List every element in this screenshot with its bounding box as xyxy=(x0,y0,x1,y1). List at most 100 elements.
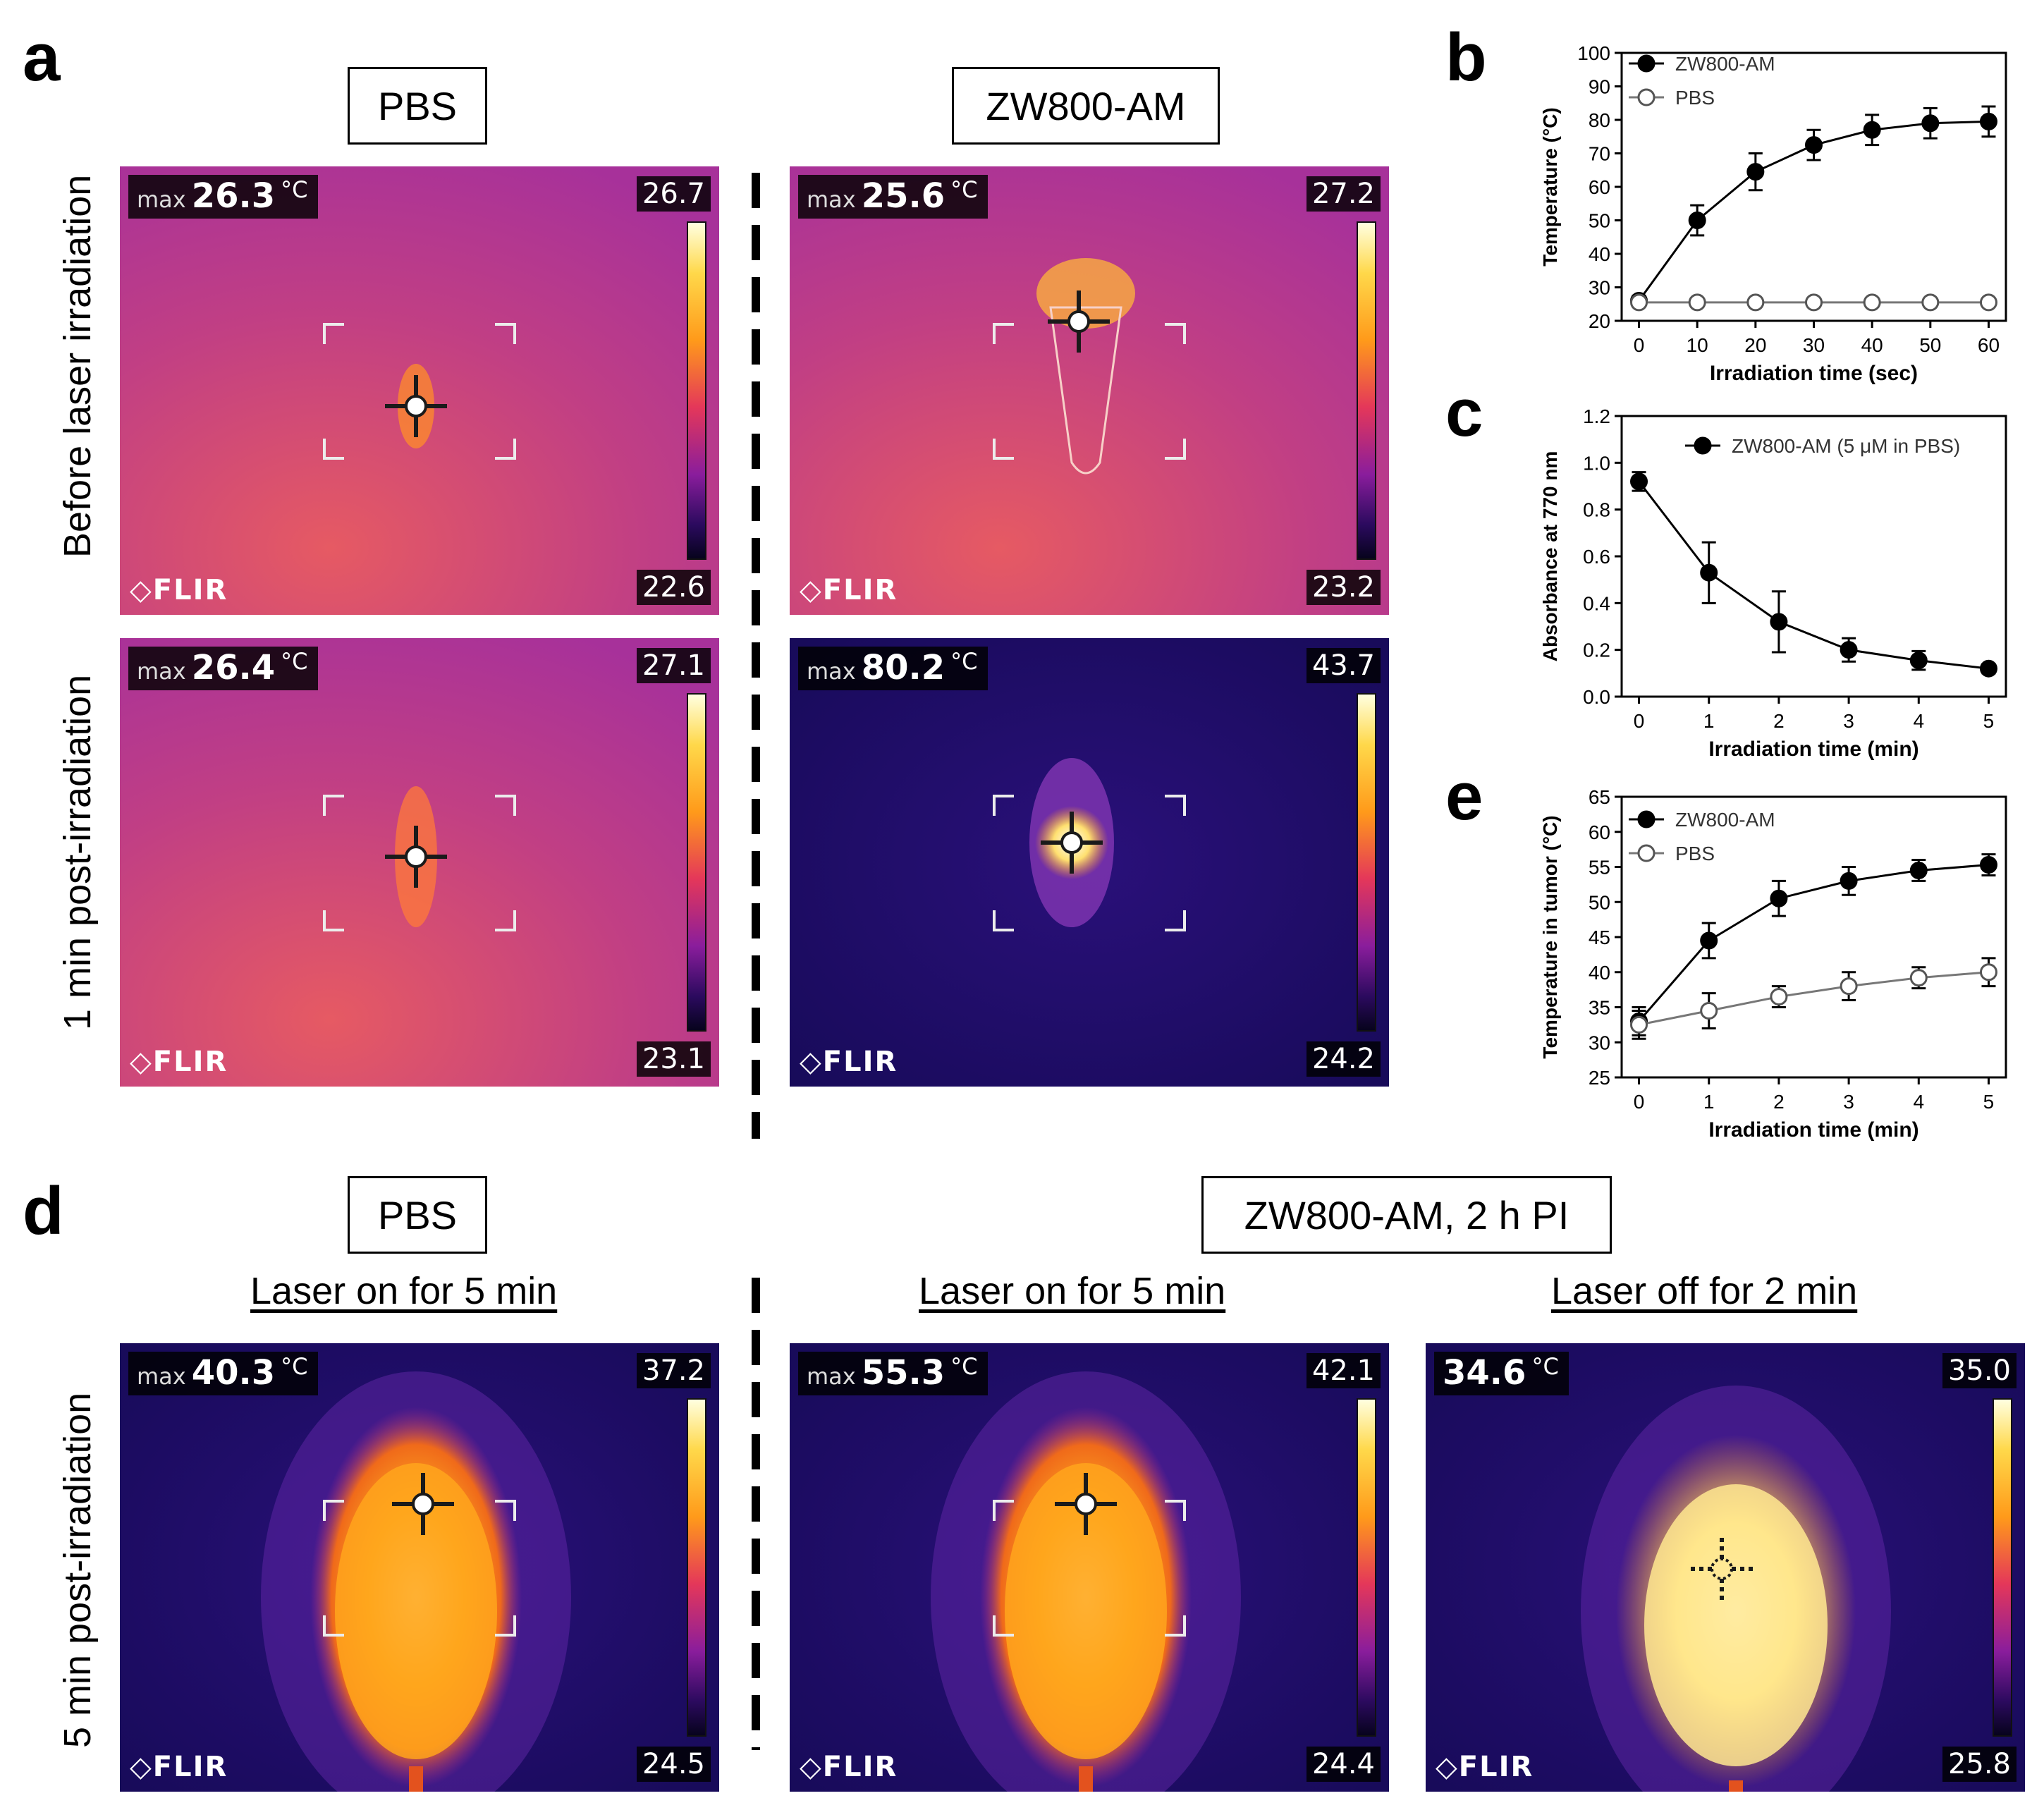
data-point xyxy=(1979,293,1997,312)
plot-frame xyxy=(1620,415,2007,698)
max-label: max xyxy=(807,658,856,685)
series-line xyxy=(1638,864,1989,1022)
max-label: max xyxy=(137,186,186,213)
x-axis-label: Irradiation time (min) xyxy=(1708,738,1918,761)
flir-brand-text: FLIR xyxy=(152,1046,228,1078)
y-tick-label: 1.2 xyxy=(1583,405,1610,427)
unit-label: °C xyxy=(950,1353,978,1380)
max-label: max xyxy=(137,1363,186,1390)
flir-logo: ◇FLIR xyxy=(800,1046,898,1078)
y-tick-label: 70 xyxy=(1589,143,1610,165)
unit-label: °C xyxy=(1531,1353,1559,1380)
y-tick-label: 0.6 xyxy=(1583,546,1610,568)
data-point xyxy=(1770,889,1788,907)
scale-min: 23.1 xyxy=(636,1041,711,1077)
plot-frame xyxy=(1620,795,2007,1079)
flir-diamond-icon: ◇ xyxy=(130,1751,153,1783)
max-value: 25.6 xyxy=(861,176,945,216)
data-point xyxy=(1630,472,1648,491)
colorbar xyxy=(1357,1398,1376,1737)
y-axis-label: Temperature in tumor (°C) xyxy=(1539,815,1561,1058)
scale-max: 42.1 xyxy=(1306,1353,1381,1388)
condition-zw800-d: ZW800-AM, 2 h PI xyxy=(1201,1176,1612,1254)
crosshair-icon xyxy=(385,826,447,888)
data-point xyxy=(1805,136,1823,154)
data-point xyxy=(1840,977,1858,996)
divider-d xyxy=(752,1278,760,1750)
x-tick-label: 60 xyxy=(1978,334,2000,356)
chart-b: 20 30 40 50 60 70 80 90 100 0 10 20 30 40 50 60 Irradiat… xyxy=(1539,42,2007,385)
data-point xyxy=(1909,861,1928,879)
y-tick-label: 35 xyxy=(1589,997,1610,1019)
data-point xyxy=(1688,212,1706,229)
crosshair-icon xyxy=(1041,812,1103,874)
legend-label: ZW800-AM xyxy=(1675,809,1775,831)
scale-max: 26.7 xyxy=(636,176,711,212)
subtitle-laser-on-zw800: Laser on for 5 min xyxy=(919,1270,1226,1312)
crosshair-icon xyxy=(1691,1538,1753,1600)
scale-min: 23.2 xyxy=(1306,570,1381,605)
legend-label: ZW800-AM (5 μM in PBS) xyxy=(1732,435,1960,457)
legend-marker xyxy=(1637,844,1656,862)
max-temperature: max 26.3 °C xyxy=(128,175,318,219)
panel-label-a: a xyxy=(23,20,61,95)
flir-diamond-icon: ◇ xyxy=(1436,1751,1459,1783)
max-value: 40.3 xyxy=(191,1353,276,1393)
condition-zw800-a: ZW800-AM xyxy=(952,67,1220,145)
legend-marker xyxy=(1637,88,1656,106)
x-tick-label: 40 xyxy=(1861,334,1883,356)
unit-label: °C xyxy=(281,1353,308,1380)
series-line xyxy=(1639,971,1989,1026)
unit-label: °C xyxy=(281,176,308,203)
x-tick-label: 3 xyxy=(1843,710,1854,732)
y-tick-label: 30 xyxy=(1589,277,1610,299)
unit-label: °C xyxy=(281,648,308,675)
data-point xyxy=(1979,963,1997,982)
flir-diamond-icon: ◇ xyxy=(130,1046,153,1078)
colorbar xyxy=(1993,1398,2012,1737)
y-tick-label: 55 xyxy=(1589,857,1610,879)
flir-logo: ◇FLIR xyxy=(130,1751,228,1783)
subtitle-laser-on-pbs: Laser on for 5 min xyxy=(250,1270,558,1312)
max-label: max xyxy=(137,658,186,685)
data-point xyxy=(1688,293,1706,312)
chart-c: 0.0 0.2 0.4 0.6 0.8 1.0 1.2 0 1 2 3 4 5 Irradiation t… xyxy=(1539,405,2007,761)
flir-diamond-icon: ◇ xyxy=(800,574,823,606)
x-tick-label: 0 xyxy=(1634,334,1645,356)
x-tick-label: 4 xyxy=(1913,1091,1924,1113)
thermal-zw800-before: max 25.6 °C 27.2 23.2 ◇FLIR xyxy=(790,166,1389,615)
thermal-pbs-d: max 40.3 °C 37.2 24.5 ◇FLIR xyxy=(120,1343,719,1792)
x-tick-label: 2 xyxy=(1773,710,1785,732)
data-point xyxy=(1770,613,1788,631)
flir-brand-text: FLIR xyxy=(1458,1751,1534,1783)
unit-label: °C xyxy=(950,176,978,203)
colorbar xyxy=(1357,693,1376,1032)
max-temperature: 34.6 °C xyxy=(1434,1352,1569,1395)
max-value: 80.2 xyxy=(861,648,945,687)
flir-logo: ◇FLIR xyxy=(800,1751,898,1783)
x-tick-label: 4 xyxy=(1913,710,1924,732)
row-label-before: Before laser irradiation xyxy=(56,174,99,558)
thermal-zw800-post: max 80.2 °C 43.7 24.2 ◇FLIR xyxy=(790,638,1389,1087)
data-point xyxy=(1863,121,1881,139)
y-tick-label: 100 xyxy=(1577,42,1610,64)
y-tick-label: 50 xyxy=(1589,210,1610,232)
data-point xyxy=(1979,856,1997,874)
data-point xyxy=(1921,114,1940,133)
crosshair-icon xyxy=(385,375,447,437)
x-tick-label: 5 xyxy=(1983,1091,1995,1113)
scale-min: 24.4 xyxy=(1306,1747,1381,1782)
flir-brand-text: FLIR xyxy=(822,1046,898,1078)
y-axis-label: Temperature (°C) xyxy=(1539,107,1561,266)
row-label-5min: 5 min post-irradiation xyxy=(56,1392,99,1748)
max-value: 26.3 xyxy=(191,176,276,216)
data-point xyxy=(1700,931,1718,950)
data-point xyxy=(1909,652,1928,670)
x-tick-label: 5 xyxy=(1983,710,1995,732)
data-point xyxy=(1746,163,1765,181)
max-value: 26.4 xyxy=(191,648,276,687)
y-tick-label: 40 xyxy=(1589,243,1610,265)
legend-label: ZW800-AM xyxy=(1675,53,1775,75)
y-tick-label: 0.4 xyxy=(1583,592,1610,614)
